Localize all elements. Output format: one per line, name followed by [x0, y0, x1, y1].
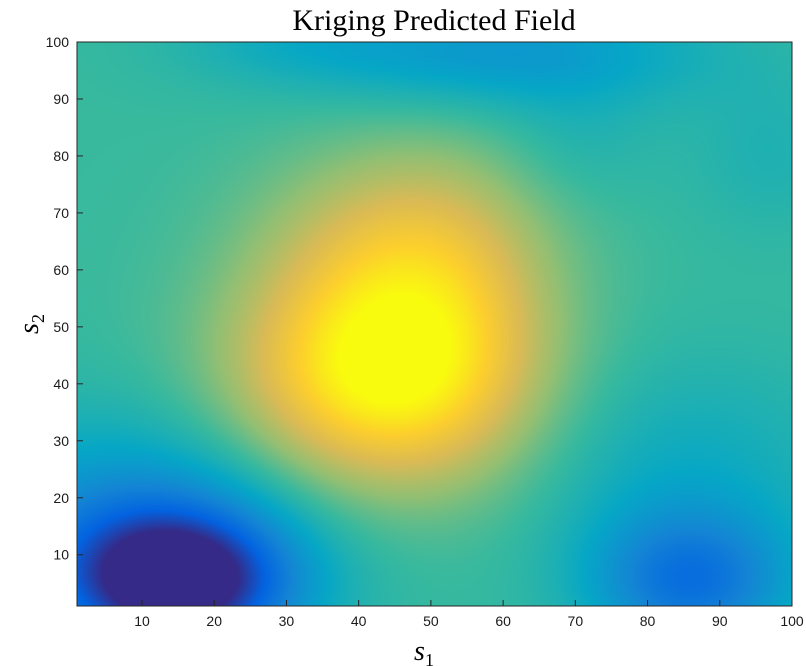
- plot-area: [77, 42, 792, 606]
- x-tick-label: 70: [568, 613, 584, 629]
- plot-frame: [76, 41, 793, 607]
- x-axis-label: s1: [414, 636, 434, 666]
- y-tick-label: 70: [53, 205, 69, 221]
- x-tick-label: 10: [134, 613, 150, 629]
- x-tick-label: 80: [640, 613, 656, 629]
- y-axis: 10 20 30 40 50 60 70 80 90 100: [46, 34, 83, 563]
- x-tick-label: 50: [423, 613, 439, 629]
- x-tick-label: 60: [495, 613, 511, 629]
- heatmap-surface: [77, 42, 792, 606]
- x-axis: 10 20 30 40 50 60 70 80 90 100: [134, 600, 804, 629]
- y-axis-label: s2: [14, 314, 48, 334]
- x-tick-label: 90: [712, 613, 728, 629]
- y-tick-label: 40: [53, 376, 69, 392]
- y-tick-label: 100: [46, 34, 70, 50]
- y-tick-label: 90: [53, 91, 69, 107]
- x-tick-label: 30: [279, 613, 295, 629]
- y-tick-label: 50: [53, 319, 69, 335]
- x-tick-label: 100: [780, 613, 804, 629]
- x-tick-label: 40: [351, 613, 367, 629]
- chart-title: Kriging Predicted Field: [292, 4, 575, 37]
- y-tick-label: 60: [53, 262, 69, 278]
- y-tick-label: 30: [53, 433, 69, 449]
- x-tick-label: 20: [206, 613, 222, 629]
- y-tick-label: 10: [53, 547, 69, 563]
- y-tick-label: 20: [53, 490, 69, 506]
- y-tick-label: 80: [53, 148, 69, 164]
